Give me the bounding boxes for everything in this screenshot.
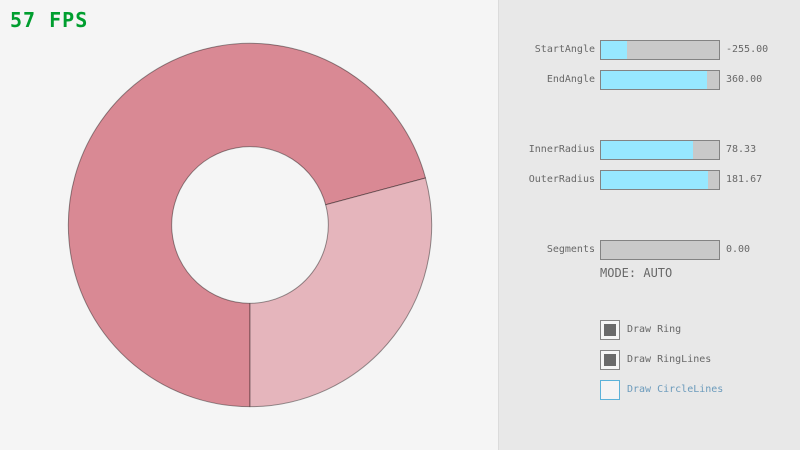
checkbox-label-draw-circle-lines: Draw CircleLines (627, 384, 724, 395)
checkbox-label-draw-ring: Draw Ring (627, 324, 682, 335)
slider-label-end-angle: EndAngle (546, 74, 595, 85)
slider-fill-inner-radius (601, 141, 694, 159)
mode-label: MODE: AUTO (600, 266, 673, 280)
slider-start-angle[interactable] (600, 40, 720, 60)
slider-value-segments: 0.00 (726, 244, 751, 255)
slider-value-start-angle: -255.00 (726, 44, 769, 55)
slider-value-inner-radius: 78.33 (726, 144, 757, 155)
checkbox-draw-circle-lines[interactable] (600, 380, 620, 400)
checkbox-draw-ring[interactable] (600, 320, 620, 340)
slider-fill-end-angle (601, 71, 708, 89)
slider-fill-outer-radius (601, 171, 709, 189)
slider-end-angle[interactable] (600, 70, 720, 90)
check-mark-draw-ring-lines (604, 354, 616, 366)
slider-value-outer-radius: 181.67 (726, 174, 763, 185)
slider-label-start-angle: StartAngle (534, 44, 595, 55)
slider-label-segments: Segments (546, 244, 595, 255)
slider-inner-radius[interactable] (600, 140, 720, 160)
fps-counter: 57 FPS (10, 8, 89, 32)
slider-outer-radius[interactable] (600, 170, 720, 190)
slider-fill-start-angle (601, 41, 627, 59)
checkbox-label-draw-ring-lines: Draw RingLines (627, 354, 712, 365)
slider-label-inner-radius: InnerRadius (528, 144, 595, 155)
checkbox-draw-ring-lines[interactable] (600, 350, 620, 370)
slider-label-outer-radius: OuterRadius (528, 174, 595, 185)
ring-segment-double-drawn (67, 42, 427, 408)
slider-segments[interactable] (600, 240, 720, 260)
slider-value-end-angle: 360.00 (726, 74, 763, 85)
check-mark-draw-ring (604, 324, 616, 336)
ring-segment-single-drawn (249, 177, 433, 408)
